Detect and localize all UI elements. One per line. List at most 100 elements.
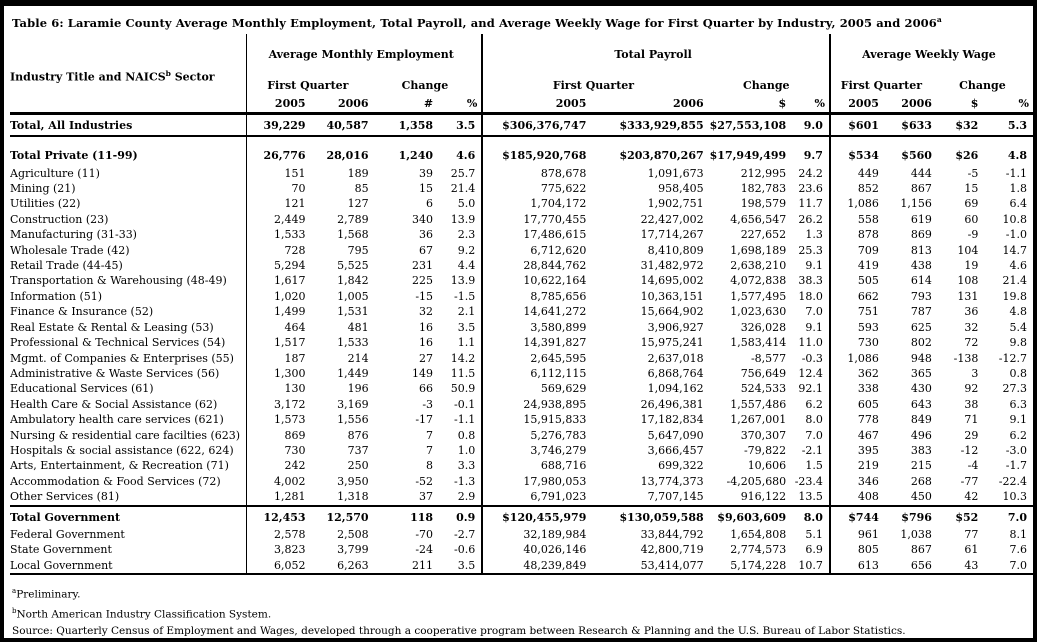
value-cell: 50.9 <box>439 381 484 397</box>
value-cell: 10.7 <box>792 557 831 576</box>
value-cell: 961 <box>857 527 879 541</box>
col-header-wage-change-percent: % <box>984 94 1033 115</box>
table-row: Accommodation & Food Services (72) 4,002 3… <box>10 473 1033 490</box>
value-cell: 6.2 <box>792 396 831 413</box>
industry-cell: State Government <box>10 542 248 558</box>
value-cell: -9 <box>967 228 979 242</box>
value-cell: 751 <box>857 305 879 319</box>
employment-payroll-wage-table: Industry Title and NAICSb Sector Average… <box>10 33 1033 576</box>
value-cell: 869 <box>910 228 932 242</box>
value-cell: -17 <box>415 413 434 427</box>
industry-cell: Utilities (22) <box>10 196 248 212</box>
value-cell: 688,716 <box>540 459 587 473</box>
value-cell: 15,975,241 <box>640 336 704 350</box>
value-cell: 1,533 <box>337 336 369 350</box>
value-cell: 38 <box>964 397 979 411</box>
value-cell: 1,156 <box>900 197 932 211</box>
value-cell: 2,645,595 <box>530 351 587 365</box>
value-cell: 1,704,172 <box>530 197 587 211</box>
value-cell: 29 <box>964 428 979 442</box>
value-cell: 9.1 <box>1009 413 1028 427</box>
value-cell: 10,606 <box>747 459 787 473</box>
footnote-mark: a <box>12 587 17 596</box>
value-cell: 4.6 <box>1009 259 1028 273</box>
value-cell: 2.3 <box>439 227 484 243</box>
value-cell: 8.0 <box>792 505 831 527</box>
table-row: Total Government 12,453 12,570 118 0.9 $120,4… <box>10 505 1033 527</box>
table-row: Transportation & Warehousing (48-49) 1,61… <box>10 273 1033 289</box>
value-cell: 2,508 <box>337 527 369 541</box>
value-cell: 7.0 <box>792 304 831 320</box>
col-header-pay-2006: 2006 <box>592 94 710 115</box>
col-header-pay-change-percent: % <box>792 94 831 115</box>
value-cell: 1,038 <box>900 527 932 541</box>
value-cell: 4.4 <box>439 258 484 274</box>
value-cell: 7 <box>426 428 434 442</box>
value-cell: -1.1 <box>1005 166 1027 180</box>
industry-cell: Professional & Technical Services (54) <box>10 335 248 351</box>
industry-cell: Information (51) <box>10 288 248 305</box>
value-cell: 3.5 <box>439 319 484 336</box>
value-cell: 2,449 <box>274 212 306 226</box>
value-cell: -12.7 <box>998 351 1027 365</box>
value-cell: 9.1 <box>792 319 831 336</box>
value-cell: 1,020 <box>274 289 306 303</box>
value-cell: 795 <box>347 243 369 257</box>
value-cell: -24 <box>415 543 434 557</box>
table-row: Total Private (11-99) 26,776 28,016 1,240 4.… <box>10 145 1033 166</box>
value-cell: -1.5 <box>439 288 484 305</box>
value-cell: 1,094,162 <box>647 382 704 396</box>
value-cell: 802 <box>910 336 932 350</box>
value-cell: 60 <box>964 212 979 226</box>
spacer-row <box>10 136 1033 146</box>
value-cell: 17,486,615 <box>523 228 587 242</box>
value-cell: 214 <box>347 351 369 365</box>
industry-cell: Health Care & Social Assistance (62) <box>10 396 248 413</box>
value-cell: 32 <box>419 305 434 319</box>
value-cell: 69 <box>964 197 979 211</box>
value-cell: -2.1 <box>792 442 831 459</box>
value-cell: 467 <box>857 428 879 442</box>
value-cell: 3,580,899 <box>530 320 587 334</box>
value-cell: 7.0 <box>984 557 1033 576</box>
value-cell: 4,656,547 <box>730 212 787 226</box>
footnote-mark-b: b <box>165 69 171 79</box>
value-cell: 338 <box>857 382 879 396</box>
value-cell: 3.3 <box>439 458 484 474</box>
value-cell: 15 <box>419 182 434 196</box>
col-header-emp-change-percent: % <box>439 94 484 115</box>
value-cell: 793 <box>910 289 932 303</box>
value-cell: 813 <box>910 243 932 257</box>
value-cell: 24.2 <box>792 165 831 182</box>
value-cell: 643 <box>910 397 932 411</box>
value-cell: 1,654,808 <box>730 527 787 541</box>
industry-cell: Educational Services (61) <box>10 381 248 397</box>
value-cell: 852 <box>857 182 879 196</box>
value-cell: 4.8 <box>1007 149 1027 163</box>
value-cell: 15,664,902 <box>640 305 704 319</box>
value-cell: 187 <box>284 351 306 365</box>
table-body: Total, All Industries 39,229 40,587 1,358 3.… <box>10 113 1033 576</box>
value-cell: 10.8 <box>1002 212 1028 226</box>
value-cell: 370,307 <box>740 428 787 442</box>
value-cell: 3,950 <box>337 474 369 488</box>
employment-first-quarter-header: First Quarter <box>267 79 349 93</box>
value-cell: 33,844,792 <box>640 527 704 541</box>
value-cell: 268 <box>910 474 932 488</box>
value-cell: $9,603,609 <box>717 510 787 524</box>
value-cell: 3,906,927 <box>647 320 704 334</box>
value-cell: 2.1 <box>439 304 484 320</box>
value-cell: 61 <box>964 543 979 557</box>
value-cell: 876 <box>347 428 369 442</box>
value-cell: 1,698,189 <box>730 243 787 257</box>
value-cell: 5,174,228 <box>709 557 793 576</box>
value-cell: 1,499 <box>274 305 306 319</box>
industry-cell: Local Government <box>10 557 248 576</box>
col-header-pay-2005: 2005 <box>482 94 593 115</box>
industry-cell: Arts, Entertainment, & Recreation (71) <box>10 458 248 474</box>
industry-header-text: Industry Title and NAICS <box>10 70 166 84</box>
table-row: Hospitals & social assistance (622, 624)… <box>10 442 1033 459</box>
value-cell: 1,005 <box>337 289 369 303</box>
value-cell: 3,746,279 <box>530 443 587 457</box>
value-cell: -1.1 <box>439 412 484 428</box>
